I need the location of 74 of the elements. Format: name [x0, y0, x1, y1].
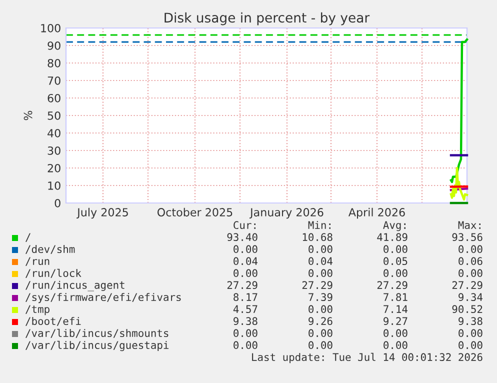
x-tick-label: April 2026 — [348, 208, 405, 219]
legend-label: /run/incus_agent — [26, 280, 124, 292]
text: 0.00 — [458, 269, 482, 278]
y-tick-label: 70 — [48, 76, 60, 85]
x-tick-label: January 2026 — [249, 208, 324, 219]
y-tick-label: 100 — [41, 24, 60, 32]
text: 0.00 — [384, 329, 408, 338]
text: 9.34 — [458, 293, 483, 302]
text: 27.29 — [227, 281, 258, 290]
legend-label: /var/lib/incus/guestapi — [26, 340, 169, 352]
text: 93.56 — [452, 233, 482, 242]
text: 27.29 — [377, 281, 408, 290]
text: Min: — [308, 220, 330, 229]
legend-label: / — [26, 233, 30, 242]
text: 90.52 — [452, 305, 482, 314]
text: Avg: — [383, 221, 406, 232]
x-tick-label: July 2025 — [76, 208, 128, 219]
text: 0.00 — [308, 329, 332, 338]
legend-label: /sys/firmware/efi/efivars — [26, 292, 181, 304]
y-tick-label: 0 — [54, 198, 60, 208]
y-tick-label: 10 — [48, 181, 60, 190]
text: 8.17 — [234, 293, 258, 302]
y-axis-title: % — [24, 110, 32, 120]
legend-label: /boot/efi — [26, 316, 81, 326]
x-tick-label: October 2025 — [157, 208, 232, 216]
y-tick-label: 80 — [48, 58, 60, 68]
y-tick-label: 40 — [48, 128, 60, 138]
y-tick-label: 90 — [48, 41, 60, 50]
text: 0.06 — [458, 257, 482, 266]
text: 0.00 — [234, 341, 258, 350]
text: 0.00 — [308, 341, 332, 350]
text: 0.05 — [384, 257, 408, 266]
text: 7.14 — [384, 305, 408, 313]
text: 0.00 — [458, 329, 482, 338]
text: 0.00 — [308, 245, 332, 254]
text: Cur: — [234, 221, 256, 230]
text: 0.04 — [308, 257, 333, 266]
text: 10.68 — [302, 233, 332, 242]
y-tick-label: 60 — [48, 94, 60, 102]
text: 9.26 — [308, 317, 332, 326]
text: 0.00 — [308, 305, 332, 314]
chart-title: Disk usage in percent - by year — [164, 12, 370, 26]
text: 7.39 — [308, 293, 332, 302]
text: 27.29 — [302, 281, 332, 290]
legend-label: /dev/shm — [26, 244, 75, 254]
line-series — [450, 166, 468, 201]
line-series — [450, 38, 468, 184]
y-tick-label: 20 — [48, 164, 60, 172]
text: 0.00 — [458, 341, 482, 350]
text: 0.00 — [234, 245, 258, 254]
text: 27.29 — [452, 281, 482, 290]
legend-label: /run — [26, 257, 50, 266]
text: Last update: Tue Jul 14 00:01:32 2026 — [252, 352, 482, 364]
text: 0.00 — [234, 329, 258, 338]
text: 0.00 — [234, 269, 258, 278]
text: 0.00 — [384, 269, 408, 278]
text: 7.81 — [384, 293, 408, 302]
text: 9.38 — [458, 317, 482, 326]
text: 0.00 — [384, 245, 408, 254]
text: 0.04 — [234, 257, 258, 266]
y-tick-label: 30 — [48, 146, 60, 155]
text: 9.38 — [234, 317, 258, 326]
legend-label: /var/lib/incus/shmounts — [26, 328, 168, 338]
text: 4.57 — [233, 305, 258, 314]
text: 0.00 — [308, 269, 332, 278]
text: 0.00 — [458, 245, 482, 254]
text: 41.89 — [377, 233, 408, 242]
legend-label: /run/lock — [26, 268, 82, 278]
text: Max: — [458, 221, 480, 230]
legend-label: /tmp — [26, 305, 50, 316]
text: 9.27 — [384, 317, 408, 326]
text: 93.40 — [227, 233, 258, 242]
y-tick-label: 50 — [48, 111, 60, 120]
text: 0.00 — [384, 341, 408, 350]
